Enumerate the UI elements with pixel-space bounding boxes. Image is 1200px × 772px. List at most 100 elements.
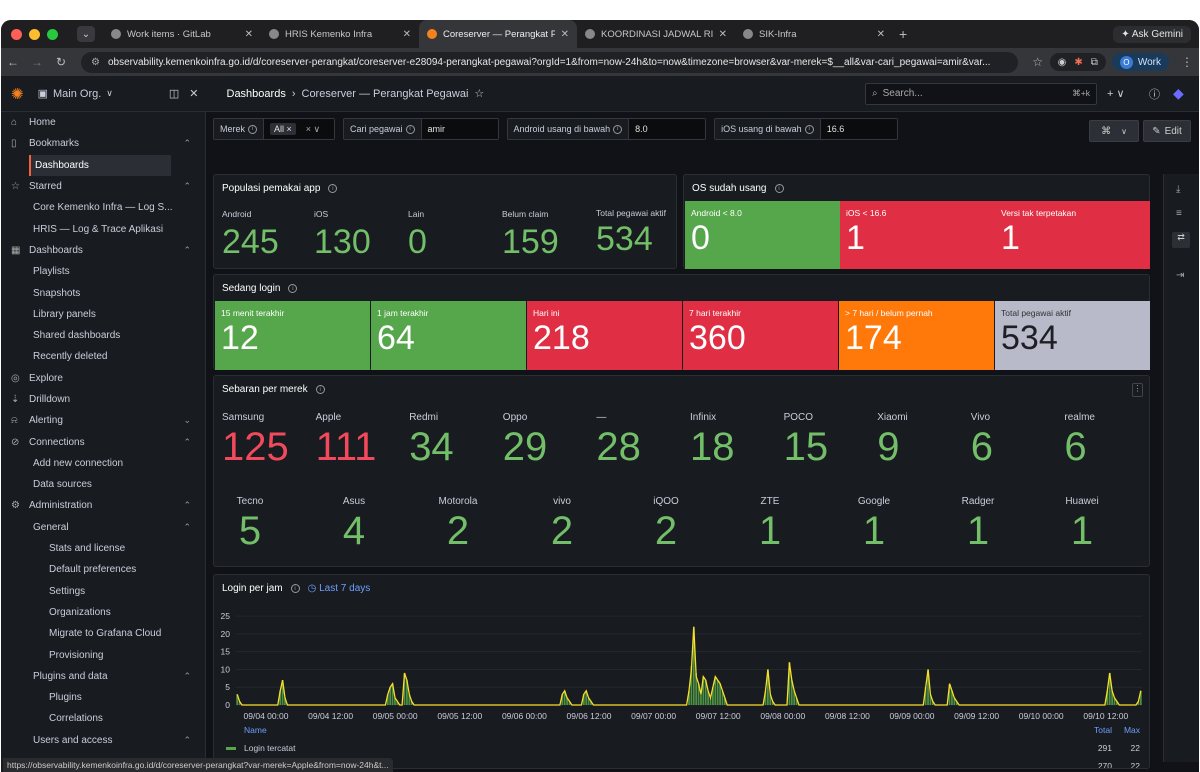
puzzle-icon[interactable]: ⧉	[1090, 56, 1098, 68]
profile-button[interactable]: O Work	[1111, 53, 1169, 71]
chevron-up-icon[interactable]: ⌃	[183, 244, 191, 255]
brand-stat[interactable]: vivo 2	[512, 496, 612, 552]
brand-stat[interactable]: Huawei 1	[1032, 496, 1132, 552]
close-window-button[interactable]	[11, 28, 22, 40]
sidebar-item[interactable]: Library panels	[1, 304, 205, 325]
edit-button[interactable]: ✎ Edit	[1143, 120, 1191, 142]
sidebar-item[interactable]: Dashboards	[29, 154, 171, 176]
sidebar-item[interactable]: ⚙ Administration ⌃	[1, 495, 205, 516]
sidebar-item[interactable]: Data sources	[1, 474, 205, 495]
variable-picker[interactable]: Android usang di bawah i 8.0	[506, 118, 707, 140]
sidebar-item[interactable]: Organizations	[1, 602, 205, 623]
user-avatar[interactable]: ◆	[1173, 85, 1184, 101]
browser-tab[interactable]: HRIS Kemenko Infra ✕	[261, 20, 419, 48]
variable-picker[interactable]: iOS usang di bawah i 16.6	[714, 118, 898, 140]
close-tab-icon[interactable]: ✕	[244, 28, 253, 40]
brand-stat[interactable]: iQOO 2	[616, 496, 716, 552]
brand-stat[interactable]: Vivo 6	[971, 412, 1061, 468]
dock-menu-icon[interactable]: ◫	[168, 88, 180, 100]
sidebar-item[interactable]: HRIS — Log & Trace Aplikasi	[1, 218, 205, 239]
sidebar-item[interactable]: ⊘ Connections ⌃	[1, 431, 205, 452]
brand-stat[interactable]: Tecno 5	[200, 496, 300, 552]
zoom-window-button[interactable]	[47, 28, 58, 40]
brand-stat[interactable]: Oppo 29	[503, 412, 593, 468]
brand-stat[interactable]: Infinix 18	[690, 412, 780, 468]
chevron-up-icon[interactable]: ⌃	[183, 521, 191, 532]
transform-icon[interactable]: ⇄	[1172, 232, 1190, 248]
extension-camera-icon[interactable]: ◉	[1057, 56, 1067, 68]
sidebar-item[interactable]: ⍾ Alerting ⌄	[1, 410, 205, 431]
variable-value[interactable]: amir	[421, 119, 498, 139]
brand-stat[interactable]: ZTE 1	[720, 496, 820, 552]
extension-bug-icon[interactable]: ✱	[1074, 56, 1083, 68]
ask-gemini-button[interactable]: ✦ Ask Gemini	[1113, 25, 1191, 43]
legend-max-header[interactable]: Max	[1124, 725, 1141, 735]
sidebar-item[interactable]: ⌂ Home	[1, 112, 205, 133]
brand-stat[interactable]: Samsung 125	[222, 412, 312, 468]
brand-stat[interactable]: Motorola 2	[408, 496, 508, 552]
browser-tab[interactable]: Coreserver — Perangkat Pega ✕	[419, 20, 577, 48]
browser-tab[interactable]: Work items · GitLab ✕	[103, 20, 261, 48]
sidebar-item[interactable]: Snapshots	[1, 282, 205, 303]
sidebar-item[interactable]: Playlists	[1, 261, 205, 282]
info-icon[interactable]: i	[315, 385, 325, 394]
time-range-badge[interactable]: ◷ Last 7 days	[308, 583, 371, 594]
search-input[interactable]: ⌕ Search... ⌘+k	[865, 82, 1097, 105]
brand-stat[interactable]: Redmi 34	[409, 412, 499, 468]
close-tab-icon[interactable]: ✕	[718, 28, 727, 40]
legend-name-header[interactable]: Name	[244, 725, 267, 735]
browser-tab[interactable]: SIK-Infra ✕	[735, 20, 893, 48]
brand-stat[interactable]: POCO 15	[784, 412, 874, 468]
chevron-down-icon[interactable]: ⌄	[183, 415, 191, 426]
sidebar-item[interactable]: Recently deleted	[1, 346, 205, 367]
brand-stat[interactable]: Xiaomi 9	[877, 412, 967, 468]
variable-clear-icon[interactable]: × ∨	[305, 123, 321, 134]
browser-tab[interactable]: KOORDINASI JADWAL RI26 ✕	[577, 20, 735, 48]
forward-icon[interactable]: →	[31, 55, 43, 69]
sidebar-item[interactable]: Plugins and data ⌃	[1, 666, 205, 687]
brand-stat[interactable]: realme 6	[1064, 412, 1154, 468]
legend-total-header[interactable]: Total	[1094, 725, 1112, 735]
brand-stat[interactable]: Google 1	[824, 496, 924, 552]
variable-value[interactable]: 8.0	[629, 119, 706, 139]
sidebar-item[interactable]: Add new connection	[1, 453, 205, 474]
sidebar-item[interactable]: Migrate to Grafana Cloud	[1, 623, 205, 644]
chevron-up-icon[interactable]: ⌃	[183, 138, 191, 149]
sidebar-item[interactable]: Settings	[1, 581, 205, 602]
share-button[interactable]: ⌘ ∨	[1089, 120, 1139, 142]
collapse-icon[interactable]: ⇥	[1176, 270, 1185, 281]
chevron-up-icon[interactable]: ⌃	[183, 500, 191, 511]
reload-icon[interactable]: ↻	[55, 55, 67, 69]
chevron-up-icon[interactable]: ⌃	[183, 670, 191, 681]
chevron-up-icon[interactable]: ⌃	[183, 734, 191, 745]
new-tab-button[interactable]: +	[899, 26, 908, 42]
variable-chip[interactable]: All ×	[270, 123, 296, 135]
grafana-logo-icon[interactable]: ✺	[11, 85, 24, 103]
brand-stat[interactable]: Asus 4	[304, 496, 404, 552]
site-info-icon[interactable]: ⚙	[91, 56, 100, 68]
info-icon[interactable]: i	[774, 184, 784, 193]
brand-stat[interactable]: Radger 1	[928, 496, 1028, 552]
sidebar-item[interactable]: Users and access ⌃	[1, 730, 205, 751]
info-icon[interactable]: i	[290, 584, 300, 593]
legend-series-name[interactable]: Login tercatat	[244, 743, 296, 753]
sidebar-item[interactable]: Plugins	[1, 687, 205, 708]
export-icon[interactable]: ⤓	[1176, 184, 1181, 195]
browser-menu-icon[interactable]: ⋮	[1181, 55, 1193, 69]
sidebar-item[interactable]: Stats and license	[1, 538, 205, 559]
brand-stat[interactable]: — 28	[596, 412, 686, 468]
chevron-up-icon[interactable]: ⌃	[183, 181, 191, 192]
tab-search-icon[interactable]: ⌄	[77, 26, 95, 42]
sidebar-item[interactable]: Provisioning	[1, 644, 205, 665]
sidebar-item[interactable]: ▯ Bookmarks ⌃	[1, 133, 205, 154]
star-dashboard-icon[interactable]: ☆	[474, 88, 485, 100]
sidebar-item[interactable]: ☆ Starred ⌃	[1, 176, 205, 197]
sidebar-item[interactable]: ▦ Dashboards ⌃	[1, 240, 205, 261]
org-switcher[interactable]: ▣ Main Org. ∨	[38, 87, 113, 101]
url-field[interactable]: ⚙ observability.kemenkoinfra.go.id/d/core…	[81, 51, 1018, 73]
variable-value[interactable]: All × × ∨	[264, 119, 335, 139]
add-menu-button[interactable]: + ∨	[1107, 88, 1125, 100]
close-tab-icon[interactable]: ✕	[402, 28, 411, 40]
variable-picker[interactable]: Merek i All × × ∨	[213, 118, 336, 140]
sidebar-item[interactable]: Default preferences	[1, 559, 205, 580]
